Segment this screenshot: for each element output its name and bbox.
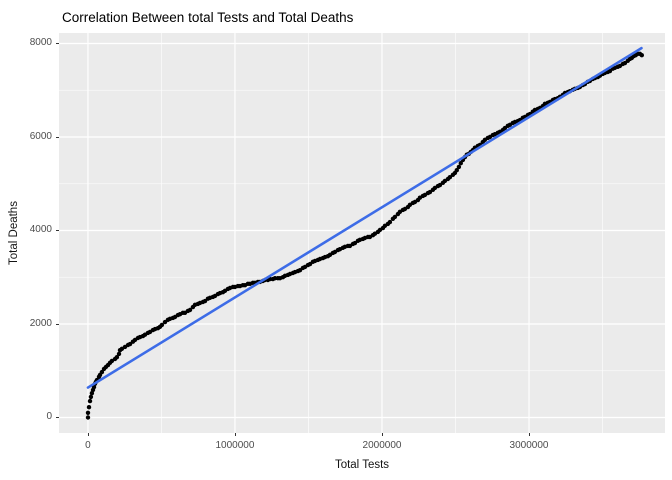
data-point — [86, 405, 92, 410]
chart-title: Correlation Between total Tests and Tota… — [62, 10, 354, 25]
y-tick-label: 0 — [46, 411, 52, 423]
data-point — [114, 355, 120, 360]
data-point — [116, 351, 122, 357]
data-point — [607, 68, 613, 74]
x-tick-mark — [87, 433, 89, 436]
data-point — [89, 391, 95, 396]
y-tick-label: 2000 — [29, 317, 52, 329]
x-tick-mark — [529, 433, 530, 436]
y-tick-mark — [56, 323, 59, 325]
data-point — [127, 341, 133, 347]
y-tick-mark — [56, 417, 59, 419]
data-point — [85, 415, 91, 420]
x-tick-label: 3000000 — [509, 440, 549, 451]
data-point — [85, 410, 91, 415]
data-point — [639, 53, 644, 58]
x-tick-mark — [234, 433, 236, 436]
data-point — [454, 168, 459, 173]
data-point — [458, 161, 463, 166]
data-point — [392, 214, 398, 220]
plot-panel — [59, 33, 665, 433]
data-point — [447, 175, 453, 180]
panel-background — [59, 33, 665, 433]
y-tick-mark — [56, 43, 59, 45]
data-point — [88, 394, 94, 400]
data-point — [159, 322, 165, 328]
data-point — [202, 298, 208, 304]
y-tick-mark — [56, 230, 59, 232]
y-tick-mark — [56, 136, 59, 138]
data-point — [352, 240, 358, 246]
x-tick-label: 1000000 — [215, 440, 255, 451]
x-tick-label: 0 — [85, 440, 91, 451]
data-point — [437, 182, 443, 188]
x-axis-title: Total Tests — [334, 459, 390, 471]
data-point — [187, 307, 193, 313]
data-point — [387, 219, 393, 225]
y-tick-label: 4000 — [29, 224, 52, 236]
trend-line — [86, 46, 643, 389]
y-tick-label: 8000 — [29, 37, 52, 49]
x-tick-mark — [381, 433, 383, 436]
x-tick-label: 2000000 — [362, 440, 402, 451]
data-point — [427, 189, 433, 195]
data-point — [87, 398, 93, 404]
chart-canvas — [59, 33, 665, 433]
y-tick-label: 6000 — [29, 130, 52, 142]
data-point — [456, 164, 462, 170]
data-point — [99, 369, 105, 375]
